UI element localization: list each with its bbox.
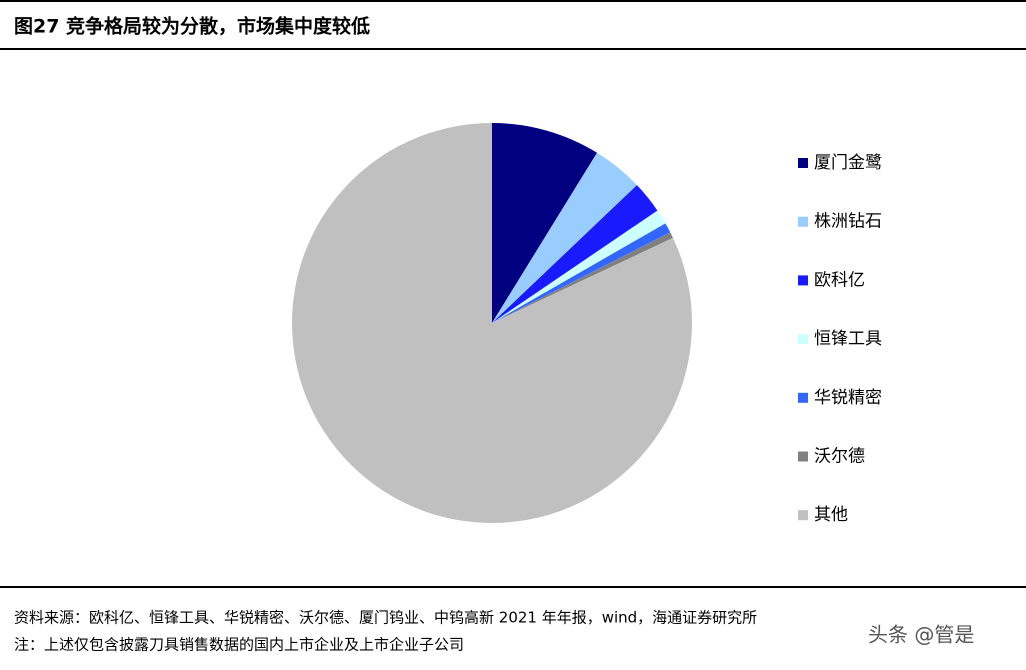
watermark: 头条 @管是: [868, 623, 974, 647]
legend-swatch: [798, 510, 808, 521]
source-note: 资料来源：欧科亿、恒锋工具、华锐精密、沃尔德、厦门钨业、中钨高新 2021 年年…: [14, 609, 757, 627]
legend-label: 恒锋工具: [814, 329, 882, 349]
pie-slice: [492, 185, 658, 323]
legend-swatch: [798, 392, 808, 403]
legend-swatch: [798, 451, 808, 462]
chart-title: 图27 竞争格局较为分散，市场集中度较低: [14, 15, 370, 38]
legend-label: 沃尔德: [814, 447, 865, 467]
legend-swatch: [798, 334, 808, 345]
pie-slice: [292, 123, 692, 524]
legend-label: 欧科亿: [814, 270, 865, 290]
pie-slice: [492, 152, 637, 323]
legend-swatch: [798, 275, 808, 286]
legend-swatch: [798, 158, 808, 168]
legend-swatch: [798, 216, 808, 227]
pie-slice: [492, 210, 666, 323]
pie-slice: [492, 223, 671, 323]
legend-label: 株洲钻石: [814, 212, 882, 232]
pie-slice: [492, 123, 598, 323]
legend-label: 厦门金鹭: [814, 153, 882, 173]
legend-label: 其他: [814, 505, 848, 525]
footnote: 注：上述仅包含披露刀具销售数据的国内上市企业及上市企业子公司: [14, 636, 464, 654]
legend-label: 华锐精密: [814, 388, 882, 408]
pie-slice: [492, 232, 673, 323]
